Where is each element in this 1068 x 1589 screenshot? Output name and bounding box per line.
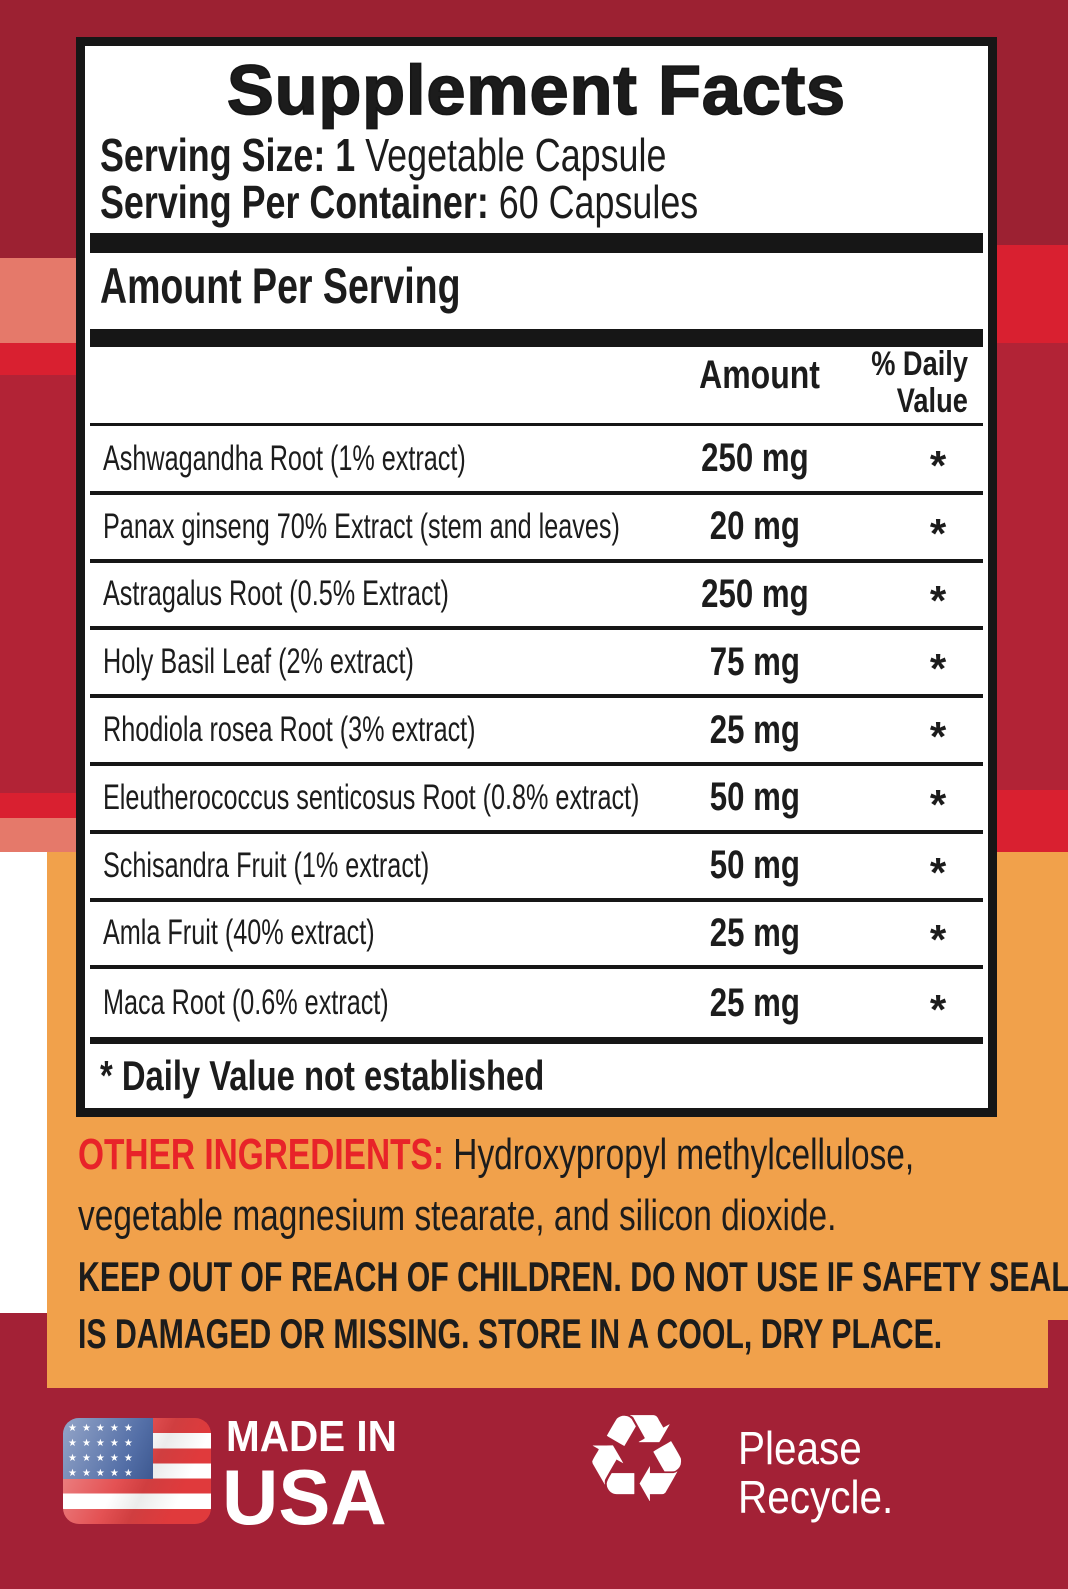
ingredient-row: Panax ginseng 70% Extract (stem and leav… [90, 495, 983, 563]
ingredient-daily-value: * [929, 916, 947, 964]
recycle-text-line2: Recycle. [738, 1471, 894, 1523]
ingredient-table: Ashwagandha Root (1% extract) 250 mg * P… [90, 427, 983, 1037]
ingredient-row: Maca Root (0.6% extract) 25 mg * [90, 969, 983, 1037]
serving-container-line: Serving Per Container: 60 Capsules [100, 179, 698, 226]
ingredient-amount: 25 mg [709, 910, 801, 955]
divider-bar-mid [90, 329, 983, 347]
usa-flag-icon: ★★★★★ ★★★★★ ★★★★★ ★★★★★ [63, 1418, 211, 1524]
ingredient-name: Rhodiola rosea Root (3% extract) [103, 710, 476, 750]
ingredient-name: Astragalus Root (0.5% Extract) [103, 574, 449, 614]
ingredient-daily-value: * [929, 780, 947, 828]
column-header-amount: Amount [699, 353, 821, 397]
background-band-left-mid [0, 375, 76, 793]
background-band-right-mid [997, 343, 1068, 790]
supplement-facts-panel: Supplement Facts Serving Size: 1 Vegetab… [76, 37, 997, 1117]
ingredient-amount: 50 mg [709, 843, 801, 888]
amount-per-serving-heading: Amount Per Serving [100, 258, 461, 314]
serving-info: Serving Size: 1 Vegetable Capsule Servin… [100, 132, 698, 226]
panel-title: Supplement Facts [226, 50, 846, 130]
daily-value-footnote: * Daily Value not established [100, 1052, 545, 1099]
warning-paragraph: KEEP OUT OF REACH OF CHILDREN. DO NOT US… [78, 1248, 1068, 1362]
other-ingredients-paragraph: OTHER INGREDIENTS: Hydroxypropyl methylc… [78, 1124, 1068, 1246]
other-ingredients-line1: OTHER INGREDIENTS: Hydroxypropyl methylc… [78, 1124, 914, 1185]
ingredient-daily-value: * [929, 986, 947, 1034]
ingredient-daily-value: * [929, 577, 947, 625]
ingredient-name: Holy Basil Leaf (2% extract) [103, 642, 414, 682]
made-in-text: MADE IN [226, 1412, 397, 1461]
other-ingredients-text1: Hydroxypropyl methylcellulose, [443, 1130, 915, 1179]
table-bottom-rule [90, 1037, 983, 1044]
usa-flag-canton: ★★★★★ ★★★★★ ★★★★★ ★★★★★ [63, 1418, 153, 1479]
background-band-right-bright-top [997, 245, 1068, 343]
ingredient-row: Holy Basil Leaf (2% extract) 75 mg * [90, 630, 983, 699]
ingredient-row: Eleutherococcus senticosus Root (0.8% ex… [90, 766, 983, 834]
ingredient-amount: 50 mg [709, 775, 801, 820]
warning-line2: IS DAMAGED OR MISSING. STORE IN A COOL, … [78, 1310, 943, 1357]
other-ingredients-line2: vegetable magnesium stearate, and silico… [78, 1191, 837, 1240]
background-band-left-salmon-low [0, 818, 76, 852]
ingredient-row: Amla Fruit (40% extract) 25 mg * [90, 902, 983, 970]
ingredient-daily-value: * [929, 848, 947, 896]
ingredient-daily-value: * [929, 713, 947, 761]
background-band-left-bright-top [0, 343, 76, 375]
background-band-right-bright-low [997, 790, 1068, 852]
divider-bar-top [90, 233, 983, 253]
serving-container-value: 60 Capsules [488, 176, 699, 228]
ingredient-name: Maca Root (0.6% extract) [103, 983, 389, 1023]
serving-size-line: Serving Size: 1 Vegetable Capsule [100, 132, 698, 179]
ingredient-amount: 20 mg [709, 504, 801, 549]
ingredient-daily-value: * [929, 645, 947, 693]
ingredient-name: Eleutherococcus senticosus Root (0.8% ex… [103, 777, 640, 817]
ingredient-row: Rhodiola rosea Root (3% extract) 25 mg * [90, 698, 983, 766]
other-ingredients-label: OTHER INGREDIENTS: [78, 1130, 444, 1179]
ingredient-amount: 25 mg [709, 707, 801, 752]
warning-line1: KEEP OUT OF REACH OF CHILDREN. DO NOT US… [78, 1253, 1068, 1300]
header-underline [90, 423, 983, 426]
recycle-icon: ♻ [582, 1391, 692, 1527]
please-recycle-text: Please Recycle. [738, 1424, 914, 1522]
ingredient-amount: 75 mg [709, 639, 801, 684]
ingredient-row: Astragalus Root (0.5% Extract) 250 mg * [90, 563, 983, 631]
ingredient-daily-value: * [929, 441, 947, 489]
background-right-corner-patch [1048, 1320, 1068, 1388]
recycle-text-line1: Please [738, 1422, 862, 1474]
ingredient-name: Schisandra Fruit (1% extract) [103, 845, 430, 885]
ingredient-amount: 25 mg [709, 980, 801, 1025]
serving-container-label: Serving Per Container: [100, 176, 489, 228]
background-band-left-white [0, 852, 47, 1313]
background-band-left-bright-low [0, 793, 76, 818]
ingredient-daily-value: * [929, 509, 947, 557]
ingredient-name: Ashwagandha Root (1% extract) [103, 438, 466, 478]
column-header-daily-value: % Daily Value [871, 345, 968, 420]
serving-size-label: Serving Size: 1 [100, 129, 356, 181]
serving-size-value: Vegetable Capsule [355, 129, 667, 181]
ingredient-row: Schisandra Fruit (1% extract) 50 mg * [90, 834, 983, 902]
ingredient-name: Amla Fruit (40% extract) [103, 913, 375, 953]
ingredient-amount: 250 mg [701, 436, 809, 481]
ingredient-row: Ashwagandha Root (1% extract) 250 mg * [90, 427, 983, 495]
ingredient-amount: 250 mg [701, 571, 809, 616]
usa-text: USA [222, 1453, 387, 1541]
background-band-left-crimson [0, 1313, 47, 1388]
background-band-left-salmon-top [0, 258, 76, 343]
ingredient-name: Panax ginseng 70% Extract (stem and leav… [103, 506, 620, 546]
